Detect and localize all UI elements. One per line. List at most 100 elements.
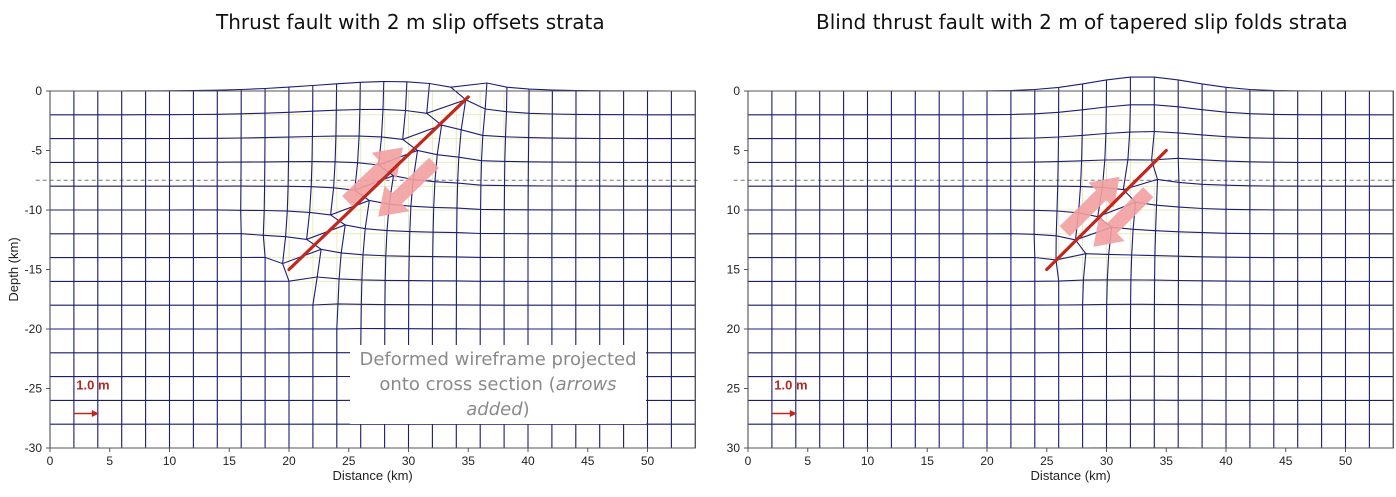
fault-line — [287, 95, 470, 272]
wireframe-row — [748, 327, 1394, 330]
wireframe-column — [1033, 89, 1036, 448]
note-line-2: onto cross section (arrows added) — [350, 372, 646, 422]
x-tick-label: 5 — [106, 454, 113, 468]
wireframe-row — [748, 130, 1394, 140]
x-tick-label: 50 — [1339, 454, 1353, 468]
x-tick-label: 15 — [921, 454, 935, 468]
y-tick-label: 0 — [35, 84, 42, 98]
wireframe-row — [748, 104, 1394, 116]
y-tick-label: 10 — [727, 203, 741, 217]
wireframe-column — [306, 85, 322, 448]
y-tick-label: -20 — [25, 322, 43, 336]
wireframe-row — [748, 201, 1394, 218]
wireframe-row — [50, 327, 696, 330]
slip-arrows — [1059, 176, 1154, 247]
x-tick-label: 35 — [462, 454, 476, 468]
wireframe-column — [1122, 77, 1137, 448]
y-tick-label: -15 — [25, 263, 43, 277]
y-tick-label: -30 — [25, 441, 43, 455]
y-tick-label: 15 — [727, 263, 741, 277]
plot-frame — [747, 90, 1394, 449]
y-tick-label: -10 — [25, 203, 43, 217]
x-tick-label: 0 — [47, 454, 54, 468]
wireframe-row — [748, 279, 1394, 282]
x-tick-label: 40 — [1219, 454, 1233, 468]
wireframe-row — [748, 178, 1394, 191]
x-tick-label: 30 — [1100, 454, 1114, 468]
y-tick-label: 5 — [733, 144, 740, 158]
background-grid — [747, 90, 1394, 449]
x-tick-label: 0 — [745, 454, 752, 468]
wireframe-row — [748, 303, 1394, 306]
wireframe-row — [748, 157, 1394, 163]
y-tick-label: 30 — [727, 441, 741, 455]
y-tick-label: 20 — [727, 322, 741, 336]
x-tick-label: 50 — [641, 454, 655, 468]
x-tick-label: 40 — [521, 454, 535, 468]
wireframe-row — [50, 99, 696, 116]
scale-arrow-head — [91, 409, 99, 417]
note-line-1: Deformed wireframe projected — [359, 349, 637, 370]
y-axis-label: Depth (km) — [6, 237, 21, 301]
scale-label: 1.0 m — [774, 378, 807, 393]
wireframe-column — [1151, 77, 1159, 448]
wireframe-column — [1074, 83, 1087, 448]
y-tick-label: -25 — [25, 382, 43, 396]
wireframe-row — [50, 224, 696, 240]
x-axis-label: Distance (km) — [1031, 468, 1111, 483]
slip-arrows — [342, 147, 439, 217]
x-tick-label: 10 — [163, 454, 177, 468]
x-axis-label: Distance (km) — [333, 468, 413, 483]
footwall-arrow — [1093, 187, 1154, 247]
scale-label: 1.0 m — [76, 378, 109, 393]
axis-ticks: 0 5 10 15 20 25 30 35 40 45 50 0 5 10 15 20 25 30 — [727, 84, 1353, 468]
scale-arrow-head — [789, 409, 797, 417]
deformed-wireframe — [747, 76, 1394, 449]
right-panel-plot: 0 5 10 15 20 25 30 35 40 45 50051015202530Distance… — [727, 76, 1396, 483]
footwall-arrow — [378, 157, 439, 217]
hanging-wall-arrow — [342, 147, 403, 207]
wireframe-row — [50, 248, 696, 265]
x-tick-label: 25 — [342, 454, 356, 468]
wireframe-column — [240, 89, 242, 448]
scale-indicator: 1.0 m — [73, 378, 110, 417]
wireframe-row — [50, 124, 696, 140]
x-tick-label: 20 — [282, 454, 296, 468]
fault-line — [1045, 148, 1168, 272]
wireframe-row — [50, 276, 696, 282]
wireframe-row — [50, 149, 696, 166]
wireframe-column — [1097, 79, 1113, 448]
x-tick-label: 5 — [804, 454, 811, 468]
wireframe-column — [1177, 79, 1180, 448]
wireframe-row — [50, 199, 696, 216]
annotation-note: Deformed wireframe projected onto cross … — [350, 345, 646, 424]
wireframe-column — [330, 83, 346, 448]
y-tick-label: 25 — [727, 382, 741, 396]
wireframe-row — [50, 80, 696, 92]
x-tick-label: 35 — [1160, 454, 1174, 468]
wireframe-row — [748, 226, 1394, 241]
hanging-wall-arrow — [1059, 176, 1120, 237]
note-line-2-suffix: ) — [522, 399, 530, 420]
note-line-2-italic: arrows added — [466, 374, 617, 420]
x-tick-label: 45 — [1279, 454, 1293, 468]
wireframe-column — [262, 88, 266, 448]
left-panel-title: Thrust fault with 2 m slip offsets strat… — [216, 10, 605, 34]
axis-ticks: 0 5 10 15 20 25 30 35 40 45 50 0 -5 -10 -15 -20 -25 -30 — [25, 84, 655, 468]
wireframe-row — [748, 76, 1394, 92]
x-tick-label: 45 — [581, 454, 595, 468]
note-line-2-prefix: onto cross section ( — [379, 374, 556, 395]
x-tick-label: 15 — [223, 454, 237, 468]
scale-indicator: 1.0 m — [771, 378, 808, 417]
x-tick-label: 25 — [1040, 454, 1054, 468]
x-tick-label: 30 — [402, 454, 416, 468]
wireframe-row — [748, 253, 1394, 261]
wireframe-column — [1055, 87, 1060, 448]
y-tick-label: -5 — [31, 144, 42, 158]
x-tick-label: 20 — [980, 454, 994, 468]
right-panel-title: Blind thrust fault with 2 m of tapered s… — [816, 10, 1348, 34]
wireframe-column — [282, 87, 290, 448]
y-tick-label: 0 — [733, 84, 740, 98]
x-tick-label: 10 — [861, 454, 875, 468]
wireframe-row — [50, 303, 696, 306]
